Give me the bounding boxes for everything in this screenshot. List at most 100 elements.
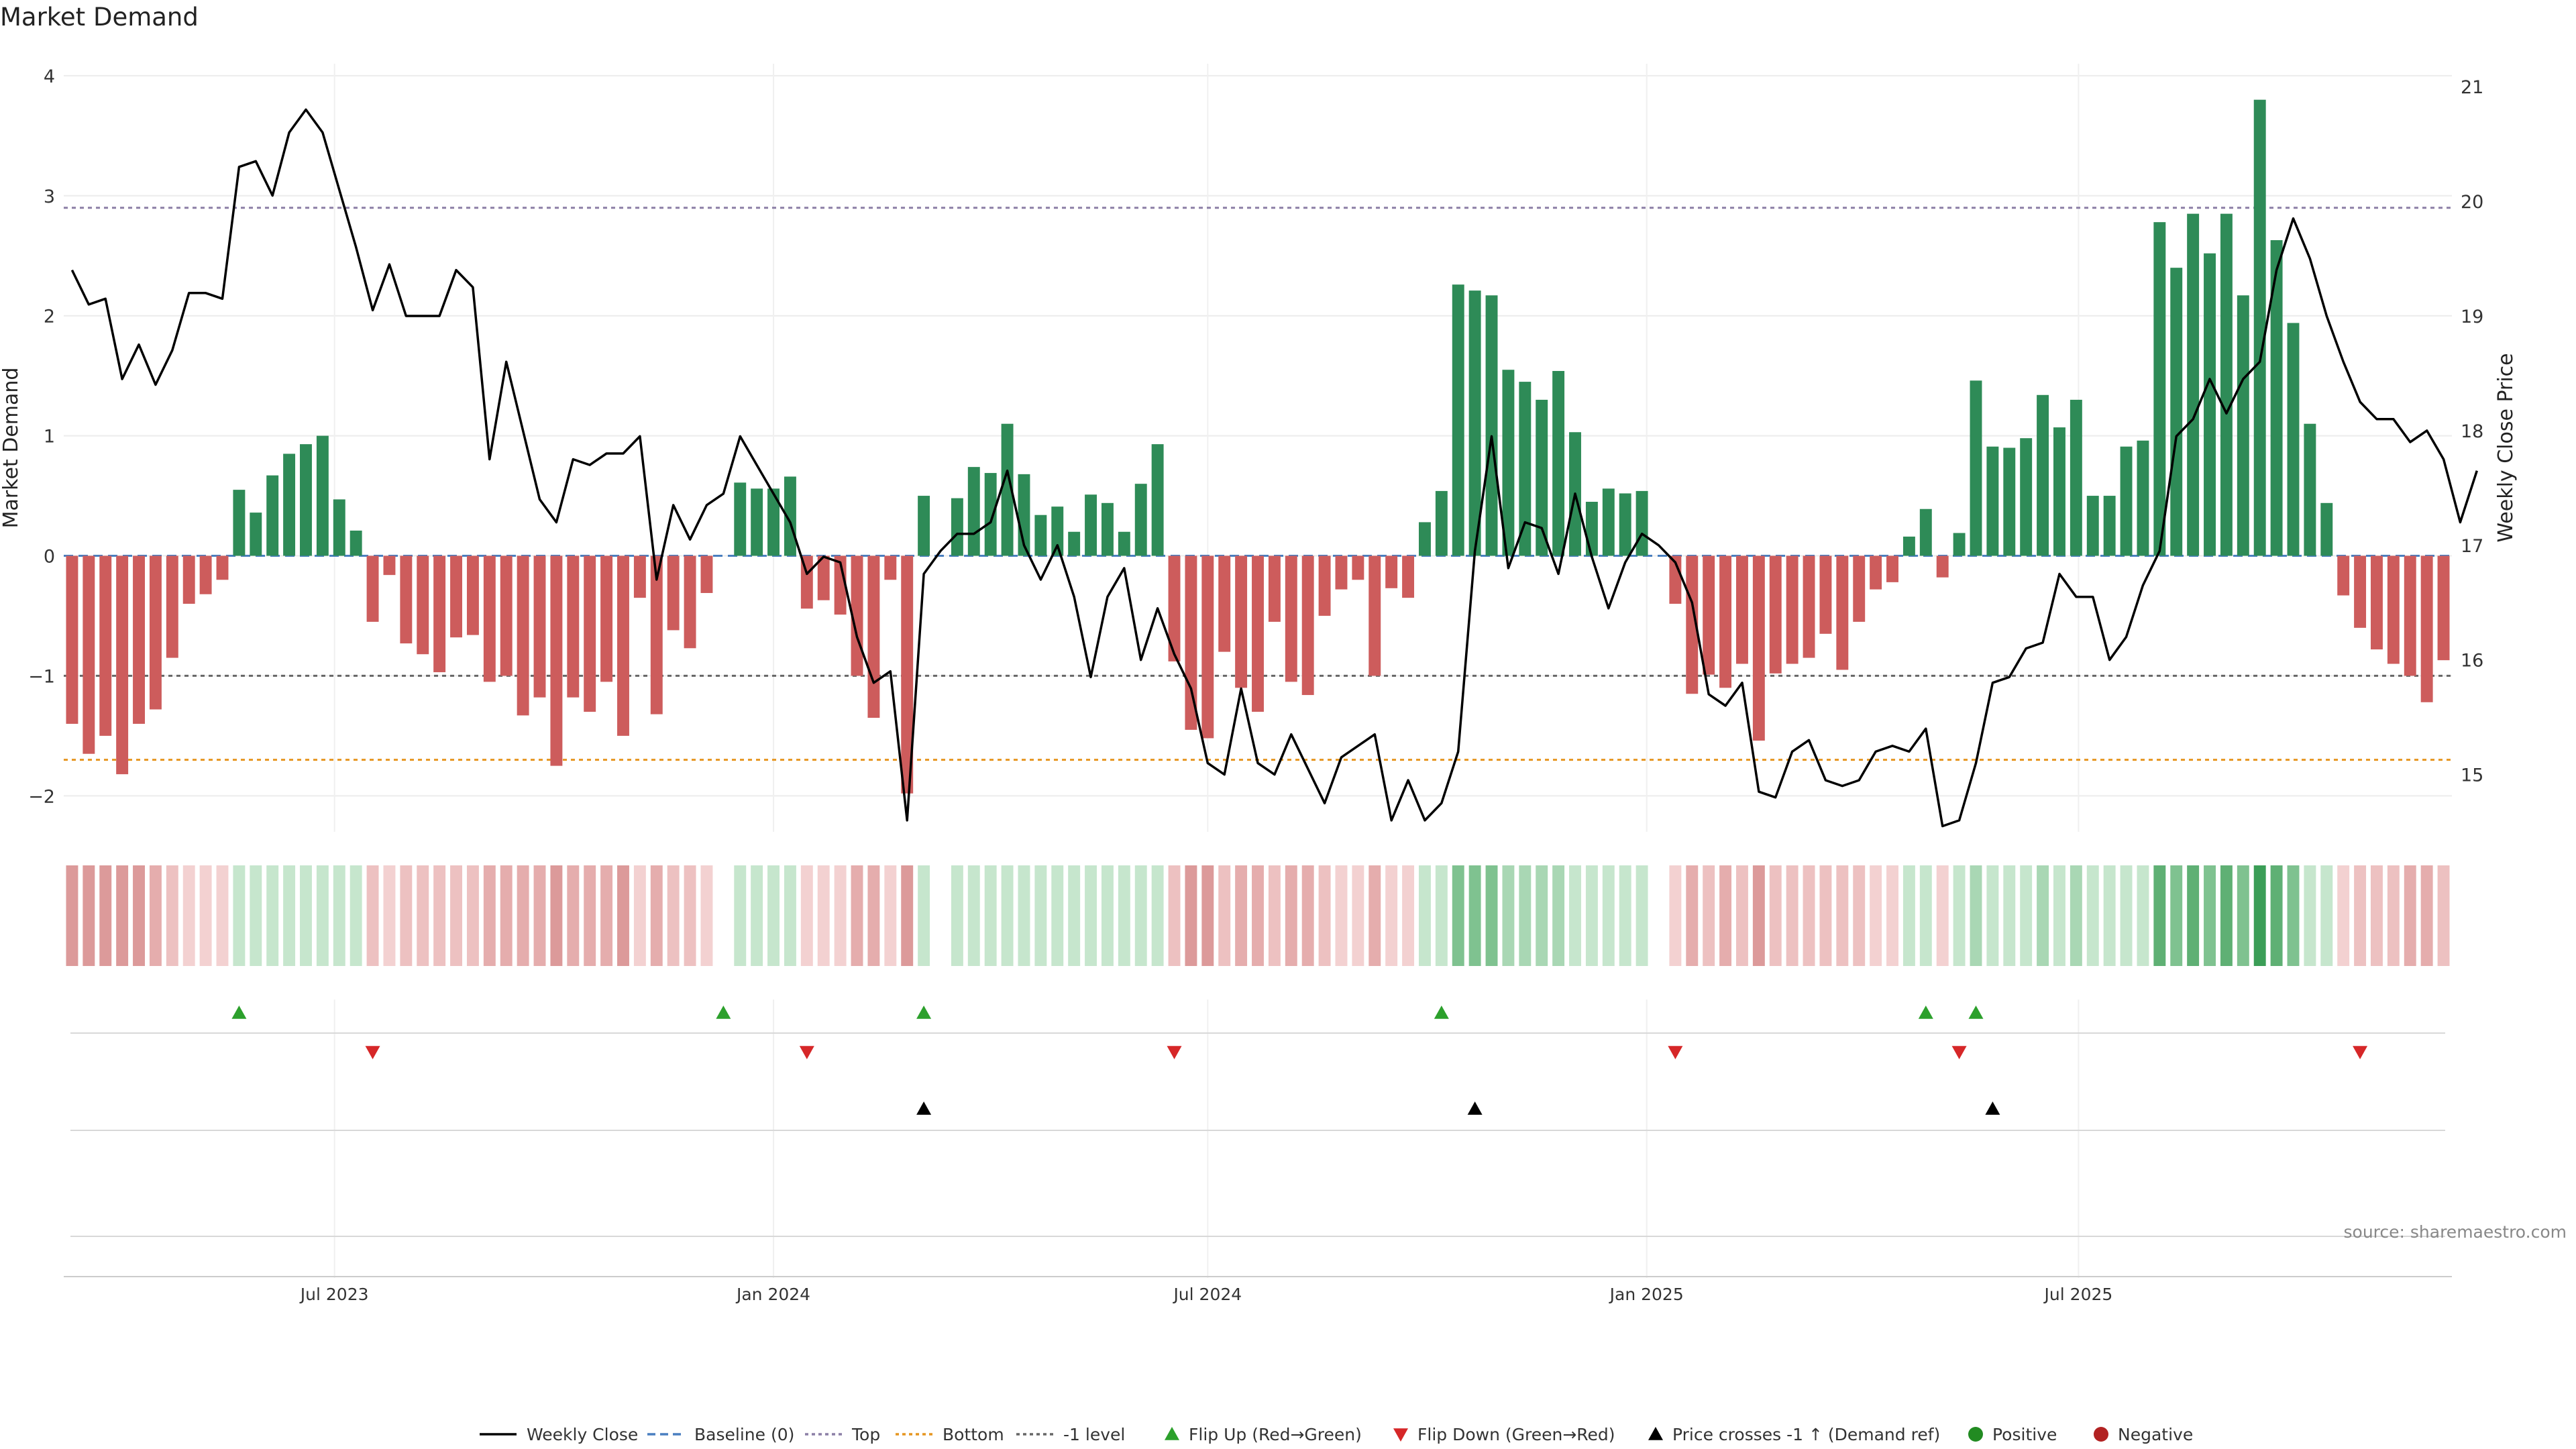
heat-cell [1418, 865, 1431, 966]
heat-cell [133, 865, 145, 966]
flip-down-marker [365, 1046, 380, 1059]
heat-cell [2120, 865, 2133, 966]
demand-bar [1536, 399, 1548, 556]
heat-cell [2420, 865, 2433, 966]
legend-label: -1 level [1063, 1425, 1125, 1444]
demand-bar [2204, 253, 2216, 556]
heat-cell [1201, 865, 1214, 966]
heat-cell [2187, 865, 2200, 966]
demand-bar [1252, 555, 1264, 712]
demand-bar [2304, 423, 2316, 556]
heat-cell [216, 865, 229, 966]
demand-bar [617, 555, 629, 736]
chart-title: Market Demand [0, 3, 199, 32]
heat-cell [1435, 865, 1448, 966]
heat-cell [1068, 865, 1081, 966]
demand-bar [1735, 555, 1748, 664]
heat-cell [2020, 865, 2033, 966]
heat-cell [366, 865, 379, 966]
heat-cell [1902, 865, 1915, 966]
demand-bar [149, 555, 162, 710]
heat-cell [2103, 865, 2116, 966]
heat-cell [1786, 865, 1799, 966]
heat-cell [2337, 865, 2350, 966]
y2-axis-label: Weekly Close Price [2494, 353, 2518, 542]
demand-bar [2270, 239, 2283, 556]
heat-cell [199, 865, 212, 966]
demand-bar [2287, 323, 2300, 556]
heat-cell [2153, 865, 2166, 966]
flip-down-marker [1167, 1046, 1182, 1059]
demand-bar [1085, 494, 1097, 556]
demand-bar [867, 555, 880, 718]
demand-bar [1686, 555, 1699, 694]
heat-cell [767, 865, 780, 966]
demand-bar [366, 555, 379, 622]
demand-bar [1635, 490, 1648, 556]
demand-bar [1602, 488, 1615, 556]
heat-cell [1268, 865, 1281, 966]
demand-bar [2103, 496, 2116, 556]
demand-bar [2037, 394, 2049, 556]
heat-cell [1452, 865, 1464, 966]
y2-tick-label: 20 [2461, 192, 2483, 213]
flip-up-marker [916, 1006, 932, 1019]
demand-bar [1268, 555, 1281, 622]
demand-bar [1786, 555, 1799, 664]
demand-bar [1485, 295, 1498, 556]
heat-cell [1485, 865, 1498, 966]
heat-cell [734, 865, 747, 966]
legend-label: Flip Up (Red→Green) [1189, 1425, 1362, 1444]
heat-cell [483, 865, 496, 966]
heat-cell [700, 865, 713, 966]
demand-bar [1970, 380, 1982, 556]
heat-cell [1018, 865, 1030, 966]
heat-cell [1051, 865, 1064, 966]
heat-cell [1719, 865, 1732, 966]
heat-cell [2404, 865, 2416, 966]
demand-bar [2003, 447, 2016, 556]
heat-cell [1836, 865, 1849, 966]
demand-bar [584, 555, 596, 712]
y-axis-left: 4 3 2 1 0 −1 −2 [28, 66, 55, 807]
price-cross-marker [1985, 1102, 2000, 1115]
heat-cell [417, 865, 429, 966]
demand-bar [784, 476, 796, 556]
y2-tick-label: 18 [2461, 421, 2483, 442]
demand-bar [1402, 555, 1415, 598]
demand-bar [1769, 555, 1782, 674]
demand-bars [66, 99, 2450, 794]
heat-cell [1552, 865, 1565, 966]
demand-bar [1101, 502, 1114, 556]
demand-bar [333, 499, 345, 556]
demand-bar [684, 555, 696, 649]
demand-bar [1452, 284, 1464, 556]
demand-bar [1034, 515, 1047, 556]
demand-bar [500, 555, 513, 676]
x-tick-label: Jan 2024 [735, 1285, 810, 1304]
demand-bar [951, 498, 963, 556]
demand-bar [1919, 508, 1932, 556]
heat-cell [1803, 865, 1815, 966]
demand-bar [99, 555, 112, 736]
y-axis-right: 21 20 19 18 17 16 15 [2461, 77, 2483, 786]
demand-bar [667, 555, 680, 631]
heat-cell [99, 865, 112, 966]
x-tick-label: Jan 2025 [1609, 1285, 1684, 1304]
demand-bar [2137, 440, 2149, 556]
heat-cell [1352, 865, 1364, 966]
heat-cell [600, 865, 613, 966]
y-tick-label: 3 [44, 186, 55, 207]
legend-label: Top [851, 1425, 880, 1444]
weekly-close-polyline [70, 108, 2478, 828]
heat-cell [250, 865, 262, 966]
flip-up-marker [231, 1006, 247, 1019]
demand-bar [2053, 427, 2065, 556]
demand-bar [1703, 555, 1715, 675]
demand-bar [266, 475, 279, 556]
demand-bar [83, 555, 95, 754]
heat-cell [867, 865, 880, 966]
heat-cell [2170, 865, 2183, 966]
heat-cell [333, 865, 345, 966]
heat-cell [784, 865, 796, 966]
